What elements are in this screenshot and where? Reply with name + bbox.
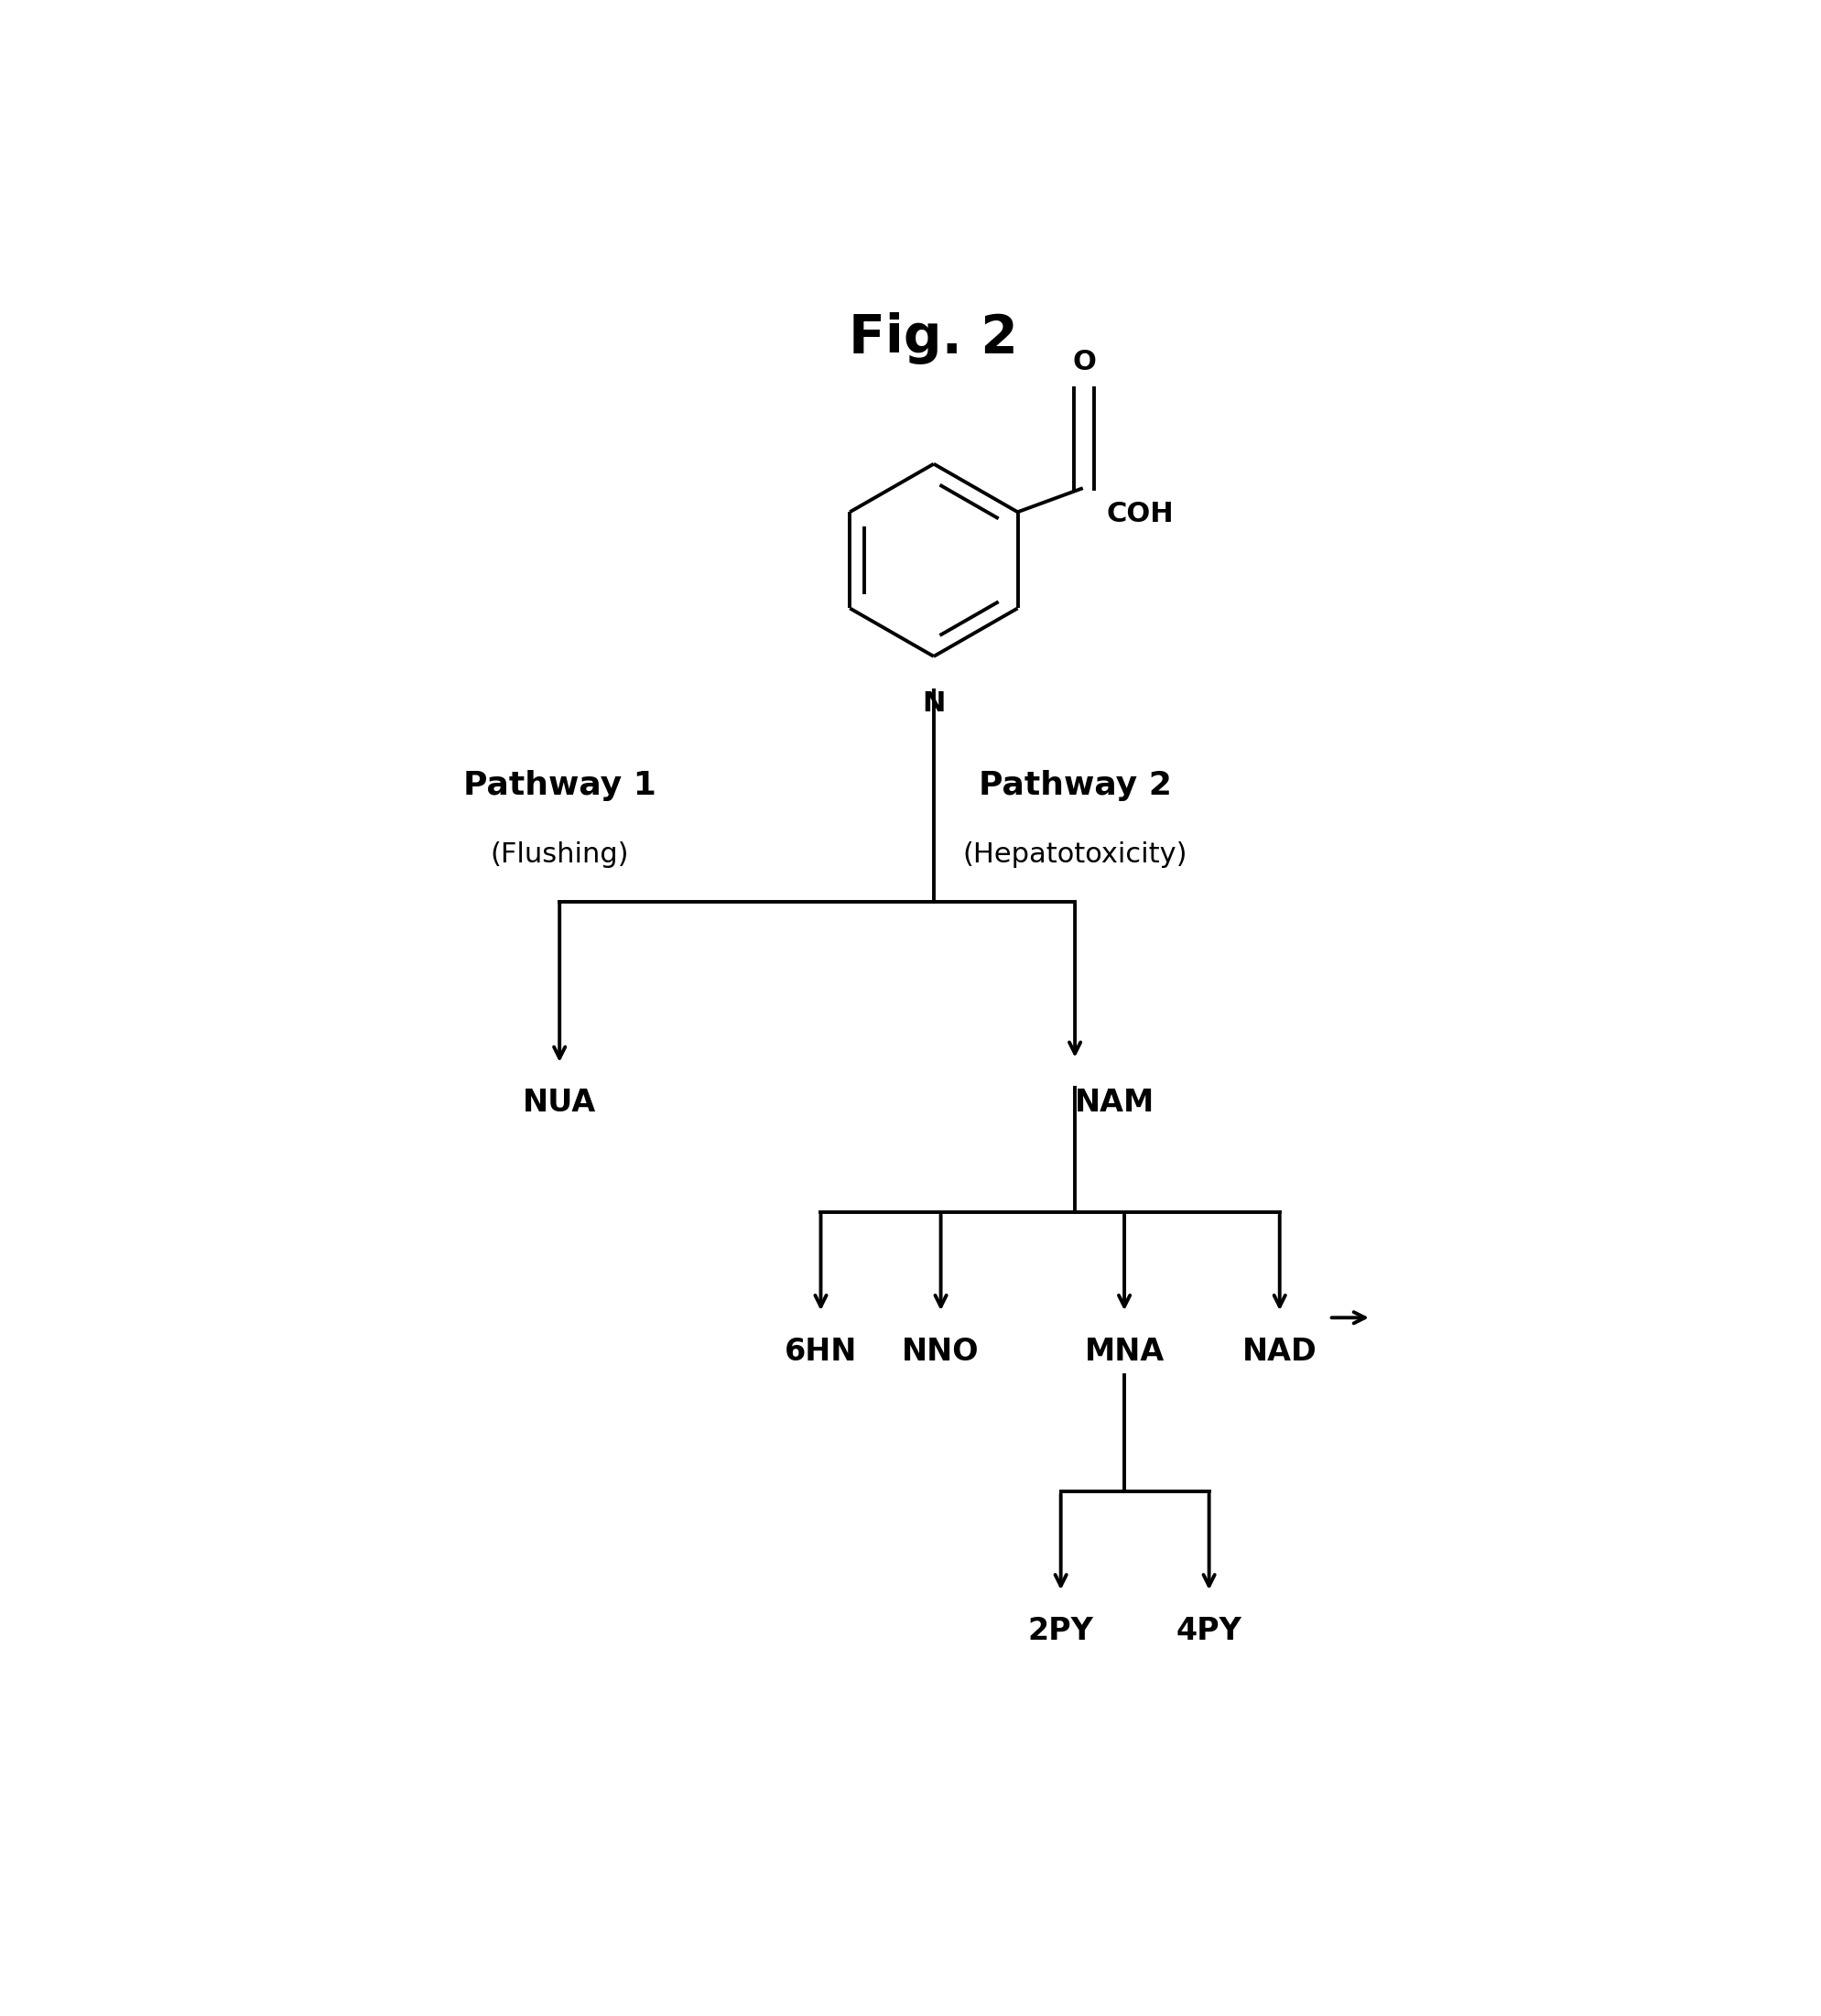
Text: NAD: NAD — [1242, 1337, 1317, 1367]
Text: 6HN: 6HN — [785, 1337, 856, 1367]
Text: NUA: NUA — [523, 1089, 595, 1119]
Text: 4PY: 4PY — [1176, 1615, 1242, 1645]
Text: (Hepatotoxicity): (Hepatotoxicity) — [961, 841, 1187, 867]
Text: Pathway 1: Pathway 1 — [463, 770, 656, 800]
Text: MNA: MNA — [1083, 1337, 1164, 1367]
Text: (Flushing): (Flushing) — [490, 841, 628, 867]
Text: N: N — [921, 691, 945, 718]
Text: Fig. 2: Fig. 2 — [849, 312, 1018, 365]
Text: Pathway 2: Pathway 2 — [978, 770, 1171, 800]
Text: 2PY: 2PY — [1027, 1615, 1093, 1645]
Text: O: O — [1071, 349, 1094, 375]
Text: NNO: NNO — [901, 1337, 980, 1367]
Text: COH: COH — [1105, 502, 1173, 528]
Text: NAM: NAM — [1074, 1089, 1155, 1119]
